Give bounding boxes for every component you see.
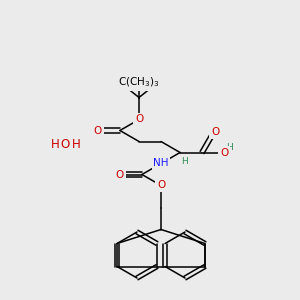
Text: O: O <box>211 128 219 137</box>
Text: H: H <box>226 143 232 152</box>
Text: O: O <box>116 169 124 179</box>
Text: O: O <box>135 115 143 124</box>
Text: H: H <box>181 157 188 166</box>
Text: O: O <box>94 125 102 136</box>
Text: NH: NH <box>153 158 169 169</box>
Text: H: H <box>72 139 80 152</box>
Text: H: H <box>51 139 59 152</box>
Text: O: O <box>220 148 228 158</box>
Text: O: O <box>157 181 165 190</box>
Text: O: O <box>60 139 70 152</box>
Text: C(CH$_3$)$_3$: C(CH$_3$)$_3$ <box>118 76 160 89</box>
